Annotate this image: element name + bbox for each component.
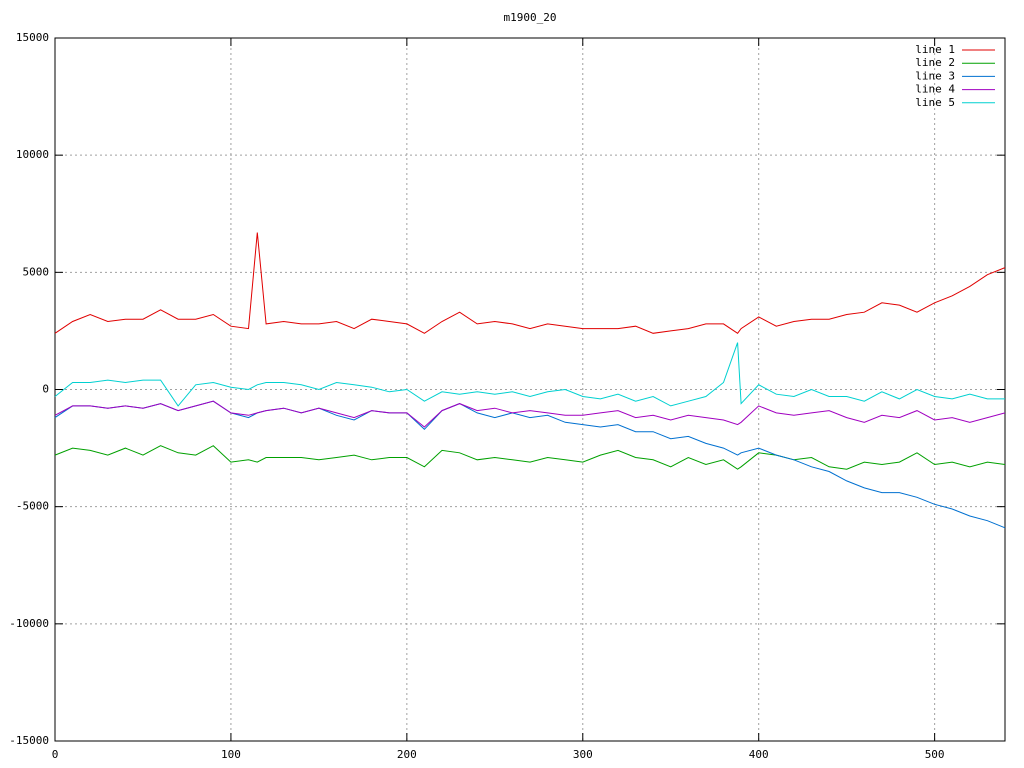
- legend-label: line 4: [915, 83, 955, 96]
- x-tick-label: 500: [925, 748, 945, 761]
- legend-label: line 3: [915, 69, 955, 82]
- series-line: [54, 232, 1006, 334]
- x-tick-label: 400: [749, 748, 769, 761]
- series-line: [54, 400, 1006, 529]
- plot-frame: [54, 37, 1006, 742]
- y-tick-label: 5000: [23, 265, 50, 278]
- x-tick-label: 200: [397, 748, 417, 761]
- y-tick-label: -5000: [16, 500, 49, 513]
- series-line: [54, 400, 1006, 428]
- legend-label: line 2: [915, 56, 955, 69]
- x-tick-label: 100: [221, 748, 241, 761]
- y-tick-label: 0: [42, 383, 49, 396]
- series-line: [54, 342, 1005, 407]
- y-tick-label: -10000: [9, 617, 49, 630]
- legend-label: line 1: [915, 43, 955, 56]
- series-line: [54, 445, 1006, 470]
- y-tick-label: 15000: [16, 31, 49, 44]
- y-tick-label: -15000: [9, 734, 49, 747]
- legend-label: line 5: [915, 96, 955, 109]
- x-tick-label: 0: [52, 748, 59, 761]
- chart-title: m1900_20: [504, 11, 557, 24]
- x-tick-label: 300: [573, 748, 593, 761]
- y-tick-label: 10000: [16, 148, 49, 161]
